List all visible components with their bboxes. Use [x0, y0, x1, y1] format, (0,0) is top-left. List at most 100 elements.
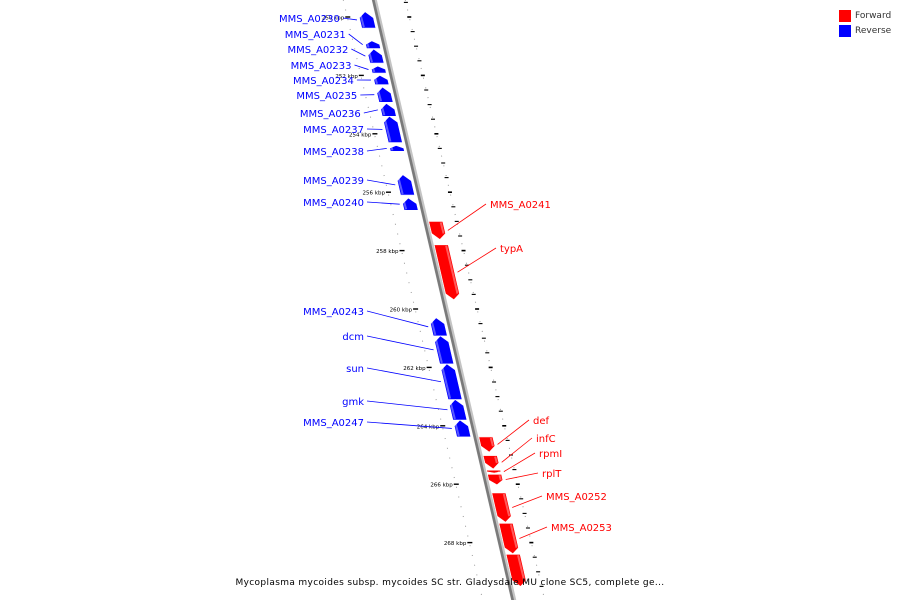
- gene-label[interactable]: MMS_A0235: [296, 91, 357, 102]
- gene-label[interactable]: gmk: [342, 397, 364, 408]
- gene-highlight: [449, 400, 456, 420]
- gene-callout-line: [457, 247, 497, 273]
- gene-label[interactable]: MMS_A0230: [279, 14, 340, 25]
- gene-arrow[interactable]: [373, 75, 390, 85]
- gene-highlight: [373, 76, 378, 85]
- gene-label[interactable]: MMS_A0253: [551, 523, 612, 534]
- label-layer: MMS_A0230 MMS_A0231 MMS_A0232 MMS_A0233 MMS_…: [279, 14, 612, 539]
- gene-highlight: [517, 555, 526, 581]
- gene-callout-line: [366, 148, 387, 152]
- gene-arrow[interactable]: [402, 197, 419, 211]
- gene-callout-line: [505, 472, 539, 480]
- gene-highlight: [376, 87, 383, 102]
- ruler-label: 268 kbp: [444, 541, 467, 547]
- gene-arrow[interactable]: [389, 145, 405, 152]
- gene-arrow[interactable]: [498, 522, 519, 555]
- gene-callout-line: [512, 495, 543, 508]
- gene-label[interactable]: MMS_A0243: [303, 307, 364, 318]
- gene-arrow[interactable]: [367, 48, 385, 64]
- gene-highlight: [383, 117, 392, 142]
- legend-forward-label: Forward: [855, 11, 892, 21]
- gene-label[interactable]: rplT: [542, 469, 562, 480]
- gene-highlight: [445, 245, 459, 294]
- gene-label[interactable]: typA: [500, 244, 523, 255]
- gene-callout-line: [342, 17, 358, 21]
- gene-arrow[interactable]: [453, 419, 472, 438]
- sequence-backbone: [371, 0, 515, 600]
- ruler-track-far: [404, 0, 546, 600]
- ruler-layer: 250 kbp 252 kbp 254 kbp 256 kbp 258 kbp 260 k…: [322, 0, 546, 600]
- gene-arrow[interactable]: [491, 492, 512, 523]
- gene-arrow[interactable]: [365, 40, 381, 49]
- gene-arrow[interactable]: [482, 455, 500, 470]
- ruler-track: [342, 0, 484, 600]
- sequence-caption: Mycoplasma mycoides subsp. mycoides SC s…: [235, 578, 665, 588]
- legend-reverse: Reverse: [839, 25, 891, 37]
- gene-callout-line: [366, 310, 429, 328]
- gene-callout-line: [351, 48, 366, 57]
- gene-callout-line: [366, 179, 396, 186]
- gene-arrow[interactable]: [396, 174, 415, 196]
- gene-highlight: [390, 146, 394, 151]
- gene-highlight: [380, 104, 386, 116]
- gene-label[interactable]: MMS_A0233: [291, 61, 352, 72]
- gene-label[interactable]: MMS_A0232: [287, 45, 348, 56]
- gene-arrow[interactable]: [478, 436, 496, 453]
- gene-label[interactable]: MMS_A0239: [303, 176, 364, 187]
- gene-callout-line: [354, 64, 369, 70]
- gene-arrow[interactable]: [383, 115, 403, 143]
- ruler-label: 252 kbp: [335, 74, 358, 80]
- gene-callout-line: [366, 400, 448, 411]
- gene-callout-line: [497, 419, 530, 445]
- gene-callout-line: [501, 437, 533, 463]
- legend-forward: Forward: [839, 10, 891, 22]
- gene-layer: [359, 11, 527, 587]
- gene-arrow[interactable]: [433, 244, 460, 301]
- gene-highlight: [434, 336, 443, 364]
- gene-arrow[interactable]: [428, 221, 446, 240]
- gene-arrow[interactable]: [359, 11, 377, 29]
- gene-label[interactable]: MMS_A0238: [303, 147, 364, 158]
- ruler-label: 250 kbp: [322, 16, 345, 22]
- gene-arrow[interactable]: [487, 473, 504, 486]
- gene-callout-line: [366, 201, 400, 205]
- gene-label[interactable]: MMS_A0237: [303, 125, 364, 136]
- gene-label[interactable]: MMS_A0247: [303, 418, 364, 429]
- gene-highlight: [402, 198, 408, 210]
- gene-label[interactable]: MMS_A0231: [285, 30, 346, 41]
- gene-highlight: [371, 66, 376, 73]
- gene-arrow[interactable]: [371, 65, 387, 74]
- gene-label[interactable]: MMS_A0234: [293, 76, 354, 87]
- gene-label[interactable]: dcm: [342, 332, 364, 343]
- ruler-label: 262 kbp: [403, 366, 426, 372]
- gene-arrow[interactable]: [505, 553, 527, 587]
- ruler-label: 256 kbp: [363, 191, 386, 197]
- legend-reverse-label: Reverse: [855, 26, 892, 36]
- gene-highlight: [396, 175, 404, 195]
- ruler-label: 258 kbp: [376, 249, 399, 255]
- gene-label[interactable]: MMS_A0240: [303, 198, 364, 209]
- gene-highlight: [494, 456, 498, 464]
- gene-label[interactable]: MMS_A0241: [490, 200, 551, 211]
- gene-label[interactable]: MMS_A0252: [546, 492, 607, 503]
- gene-callout-line: [366, 335, 434, 351]
- gene-label[interactable]: MMS_A0236: [300, 109, 361, 120]
- gene-arrow[interactable]: [376, 86, 394, 103]
- gene-callout-line: [348, 33, 363, 46]
- backbone-layer: [371, 0, 517, 600]
- gene-highlight: [359, 12, 365, 28]
- gene-callout-line: [366, 367, 442, 383]
- ruler-label: 254 kbp: [349, 132, 372, 138]
- gene-highlight: [430, 318, 437, 336]
- gene-label[interactable]: rpmI: [539, 449, 562, 460]
- gene-arrow[interactable]: [486, 469, 502, 474]
- forward-swatch: [839, 10, 851, 22]
- gene-callout-line: [503, 452, 536, 472]
- gene-callout-line: [519, 526, 548, 539]
- gene-highlight: [509, 524, 518, 548]
- ruler-label: 266 kbp: [430, 483, 453, 489]
- gene-label[interactable]: sun: [346, 364, 364, 375]
- gene-label[interactable]: def: [533, 416, 550, 427]
- gene-label[interactable]: infC: [536, 434, 556, 445]
